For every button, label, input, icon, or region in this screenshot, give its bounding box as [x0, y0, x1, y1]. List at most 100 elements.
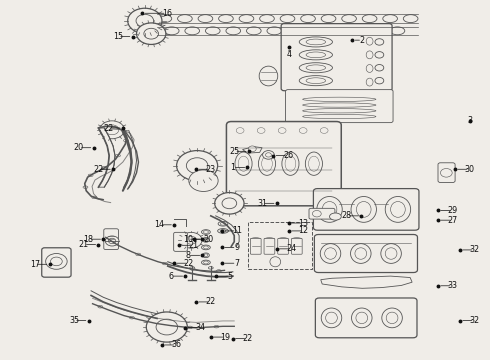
- FancyBboxPatch shape: [314, 189, 419, 230]
- Ellipse shape: [219, 15, 233, 23]
- Circle shape: [320, 128, 328, 134]
- Ellipse shape: [356, 312, 368, 324]
- Ellipse shape: [375, 39, 384, 45]
- FancyBboxPatch shape: [104, 229, 119, 249]
- Circle shape: [50, 257, 62, 266]
- Ellipse shape: [88, 174, 93, 177]
- Ellipse shape: [176, 150, 218, 181]
- Ellipse shape: [203, 246, 208, 249]
- Ellipse shape: [136, 253, 141, 256]
- Ellipse shape: [317, 197, 342, 222]
- Ellipse shape: [239, 15, 254, 23]
- Ellipse shape: [188, 326, 193, 329]
- Circle shape: [263, 150, 274, 159]
- Ellipse shape: [235, 152, 252, 175]
- Ellipse shape: [203, 261, 208, 264]
- Ellipse shape: [288, 27, 302, 35]
- Ellipse shape: [278, 238, 288, 240]
- Ellipse shape: [299, 76, 332, 86]
- Ellipse shape: [366, 78, 373, 86]
- Ellipse shape: [162, 262, 167, 265]
- Ellipse shape: [351, 308, 372, 328]
- Ellipse shape: [309, 156, 319, 171]
- Ellipse shape: [201, 230, 210, 234]
- Text: 1: 1: [230, 163, 235, 172]
- Text: 17: 17: [30, 260, 40, 269]
- Ellipse shape: [185, 27, 199, 35]
- Ellipse shape: [198, 15, 213, 23]
- Text: 3: 3: [467, 116, 472, 125]
- Ellipse shape: [190, 267, 195, 269]
- Text: 24: 24: [286, 244, 296, 253]
- Ellipse shape: [259, 66, 278, 86]
- Ellipse shape: [189, 170, 218, 192]
- Text: 15: 15: [113, 32, 123, 41]
- Text: 34: 34: [195, 323, 205, 332]
- Ellipse shape: [320, 244, 341, 264]
- Ellipse shape: [226, 27, 241, 35]
- Ellipse shape: [342, 15, 356, 23]
- FancyBboxPatch shape: [438, 163, 455, 183]
- Ellipse shape: [102, 167, 107, 169]
- Ellipse shape: [299, 63, 332, 73]
- Text: 11: 11: [232, 226, 242, 235]
- Ellipse shape: [186, 236, 196, 244]
- Ellipse shape: [391, 202, 405, 217]
- Text: 20: 20: [203, 235, 214, 244]
- Ellipse shape: [108, 238, 116, 244]
- Polygon shape: [321, 276, 412, 288]
- Ellipse shape: [303, 103, 376, 107]
- Ellipse shape: [308, 27, 323, 35]
- Ellipse shape: [144, 28, 159, 39]
- Ellipse shape: [100, 121, 124, 139]
- Ellipse shape: [180, 232, 202, 248]
- Circle shape: [313, 211, 321, 217]
- FancyBboxPatch shape: [309, 208, 335, 219]
- FancyBboxPatch shape: [264, 238, 275, 254]
- Ellipse shape: [366, 64, 373, 72]
- Text: 28: 28: [342, 211, 352, 220]
- Ellipse shape: [218, 229, 228, 233]
- Ellipse shape: [366, 37, 373, 45]
- Ellipse shape: [303, 114, 376, 119]
- Ellipse shape: [369, 27, 384, 35]
- Ellipse shape: [156, 319, 177, 335]
- Ellipse shape: [265, 238, 274, 240]
- Text: 22: 22: [243, 334, 252, 343]
- Text: 14: 14: [154, 220, 165, 229]
- FancyBboxPatch shape: [42, 248, 71, 277]
- Ellipse shape: [117, 127, 122, 130]
- Ellipse shape: [105, 236, 119, 246]
- FancyBboxPatch shape: [281, 24, 392, 91]
- Ellipse shape: [99, 126, 104, 129]
- Ellipse shape: [303, 109, 376, 113]
- Ellipse shape: [129, 316, 134, 319]
- Ellipse shape: [403, 15, 418, 23]
- Circle shape: [299, 128, 307, 134]
- Text: 6: 6: [168, 271, 173, 280]
- Ellipse shape: [299, 50, 332, 60]
- Text: 2: 2: [360, 36, 365, 45]
- Text: 29: 29: [447, 206, 458, 215]
- Text: 21: 21: [189, 241, 199, 250]
- Ellipse shape: [381, 244, 401, 264]
- Text: 32: 32: [469, 316, 480, 325]
- Text: 7: 7: [234, 259, 239, 268]
- Ellipse shape: [204, 254, 208, 257]
- Text: 26: 26: [283, 151, 293, 160]
- Text: 33: 33: [448, 281, 458, 290]
- Ellipse shape: [258, 152, 275, 175]
- Polygon shape: [98, 128, 115, 187]
- Ellipse shape: [262, 156, 272, 171]
- FancyBboxPatch shape: [316, 298, 417, 338]
- Circle shape: [248, 146, 256, 152]
- Ellipse shape: [390, 27, 405, 35]
- Ellipse shape: [109, 240, 114, 243]
- Ellipse shape: [201, 245, 210, 250]
- Ellipse shape: [356, 202, 371, 217]
- Ellipse shape: [267, 27, 282, 35]
- Text: 35: 35: [69, 316, 79, 325]
- Ellipse shape: [329, 27, 343, 35]
- Text: 27: 27: [447, 216, 458, 225]
- Ellipse shape: [177, 15, 192, 23]
